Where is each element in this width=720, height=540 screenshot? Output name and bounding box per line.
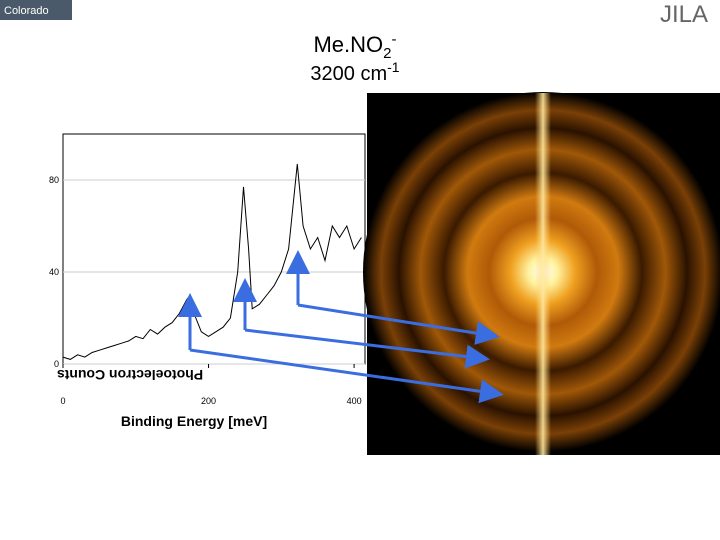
- image: [363, 92, 720, 455]
- subtitle-sup: -1: [387, 59, 400, 75]
- logo-box: [0, 0, 72, 20]
- left-logo: Colorado: [4, 5, 49, 17]
- title-sup: -: [392, 31, 397, 48]
- y-tick-label: 80: [49, 175, 59, 185]
- arrow: [297, 303, 500, 345]
- subtitle-main: 3200 cm: [310, 63, 387, 85]
- x-tick-label: 200: [201, 396, 216, 406]
- arrows: [178, 250, 504, 404]
- y-axis-label: Photoelectron Counts: [57, 367, 203, 383]
- x-axis-label: Binding Energy [meV]: [121, 413, 267, 429]
- title-main: Me.NO: [313, 32, 383, 57]
- subtitle: 3200 cm-1: [310, 59, 399, 85]
- y-tick-label: 40: [49, 267, 59, 277]
- plot: 0 40 80 0 200 400 Binding Energy [meV] Photoele…: [49, 133, 366, 429]
- spectrum-line: [62, 163, 362, 360]
- title: Me.NO2-: [313, 31, 396, 62]
- x-tick-label: 0: [60, 396, 65, 406]
- title-sub: 2: [383, 45, 391, 62]
- right-logo: JILA: [660, 1, 708, 28]
- image-streak: [535, 93, 551, 455]
- x-tick-label: 400: [347, 396, 362, 406]
- plot-frame: [62, 133, 366, 365]
- arrow: [244, 328, 490, 369]
- arrow: [189, 348, 504, 404]
- header-bar: [72, 0, 720, 20]
- y-tick-label: 0: [54, 359, 59, 369]
